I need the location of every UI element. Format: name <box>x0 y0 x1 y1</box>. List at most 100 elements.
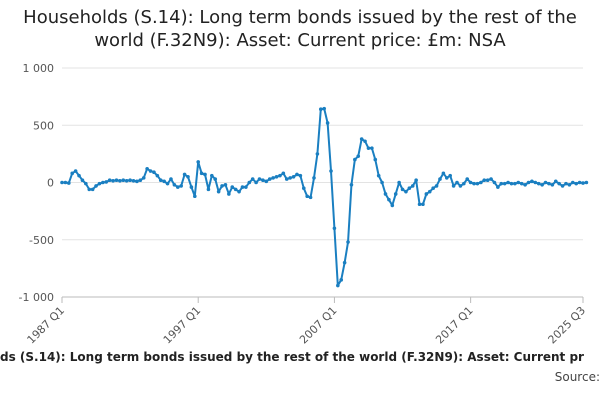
data-point <box>380 180 384 185</box>
data-point <box>80 178 85 183</box>
data-point <box>128 178 132 183</box>
data-point <box>536 181 541 186</box>
data-point <box>220 184 224 188</box>
data-point <box>158 178 163 183</box>
data-point <box>458 184 463 188</box>
data-point <box>560 184 565 188</box>
data-point <box>346 240 350 244</box>
data-point <box>203 172 207 177</box>
data-point <box>325 121 330 125</box>
data-point <box>196 160 201 164</box>
y-tick-label: 0 <box>47 177 54 190</box>
chart-title: Households (S.14): Long term bonds issue… <box>23 7 577 51</box>
data-point <box>206 187 211 192</box>
data-point <box>417 202 422 207</box>
x-tick-label: 1987 Q1 <box>25 304 68 347</box>
data-point <box>318 107 323 112</box>
data-point <box>404 189 408 194</box>
data-point <box>172 182 177 187</box>
data-point <box>533 180 538 185</box>
y-tick-label: -500 <box>29 234 54 247</box>
data-point <box>111 178 115 183</box>
data-point <box>210 173 214 178</box>
data-point <box>387 197 391 202</box>
data-point <box>397 180 401 185</box>
data-point <box>363 139 367 144</box>
data-point <box>77 173 81 178</box>
data-point <box>189 185 194 189</box>
data-point <box>530 179 534 184</box>
data-point <box>152 170 156 174</box>
data-point <box>390 203 395 208</box>
data-point <box>193 194 197 199</box>
data-point <box>414 178 418 183</box>
data-point <box>271 176 275 180</box>
data-point <box>70 171 75 176</box>
data-point <box>141 176 146 180</box>
data-point <box>257 177 262 181</box>
data-point <box>376 173 381 178</box>
data-point <box>104 180 109 184</box>
data-point <box>506 180 510 185</box>
data-point <box>165 181 170 186</box>
data-point <box>114 178 119 183</box>
data-point <box>383 192 388 196</box>
data-point <box>499 181 504 186</box>
data-point <box>97 181 102 186</box>
data-point <box>547 181 551 186</box>
data-point <box>135 179 139 184</box>
data-point <box>489 177 493 181</box>
data-point <box>468 180 473 185</box>
data-point <box>356 154 361 158</box>
source: Source: <box>554 370 600 384</box>
data-point <box>349 182 354 187</box>
data-point <box>570 180 575 185</box>
data-point <box>73 169 78 173</box>
data-point <box>145 166 149 171</box>
data-point <box>448 173 452 178</box>
data-point <box>373 157 378 162</box>
data-point <box>179 184 183 188</box>
data-point <box>240 185 245 189</box>
data-point <box>482 178 487 183</box>
data-point <box>336 283 340 288</box>
data-point <box>291 174 296 179</box>
data-point <box>138 178 143 183</box>
data-point <box>509 181 514 186</box>
data-point <box>288 176 292 180</box>
data-point <box>553 179 558 184</box>
data-point <box>574 181 578 186</box>
data-point <box>366 146 371 150</box>
data-point <box>67 181 71 185</box>
data-point <box>94 184 98 188</box>
data-point <box>557 181 561 186</box>
data-point <box>199 171 204 176</box>
data-point <box>162 179 166 184</box>
data-point <box>124 178 129 183</box>
data-point <box>233 187 238 192</box>
data-point <box>223 182 228 187</box>
data-point <box>438 177 442 181</box>
data-point <box>308 195 313 200</box>
data-point <box>496 185 500 189</box>
data-point <box>169 177 173 181</box>
data-point <box>564 181 568 186</box>
data-point <box>230 185 235 189</box>
data-point <box>101 180 105 185</box>
data-point <box>502 181 507 186</box>
data-point <box>475 181 480 186</box>
y-tick-label: 1 000 <box>23 62 55 75</box>
data-point <box>213 177 218 181</box>
data-point <box>175 185 180 189</box>
data-point <box>182 172 187 177</box>
data-point <box>264 179 269 184</box>
data-point <box>359 137 364 141</box>
x-tick-label: 2017 Q1 <box>433 304 476 347</box>
data-point <box>312 176 316 180</box>
y-tick-label: -1 000 <box>19 291 54 304</box>
data-point <box>581 181 585 185</box>
series-line <box>62 107 587 287</box>
data-point <box>513 181 517 186</box>
